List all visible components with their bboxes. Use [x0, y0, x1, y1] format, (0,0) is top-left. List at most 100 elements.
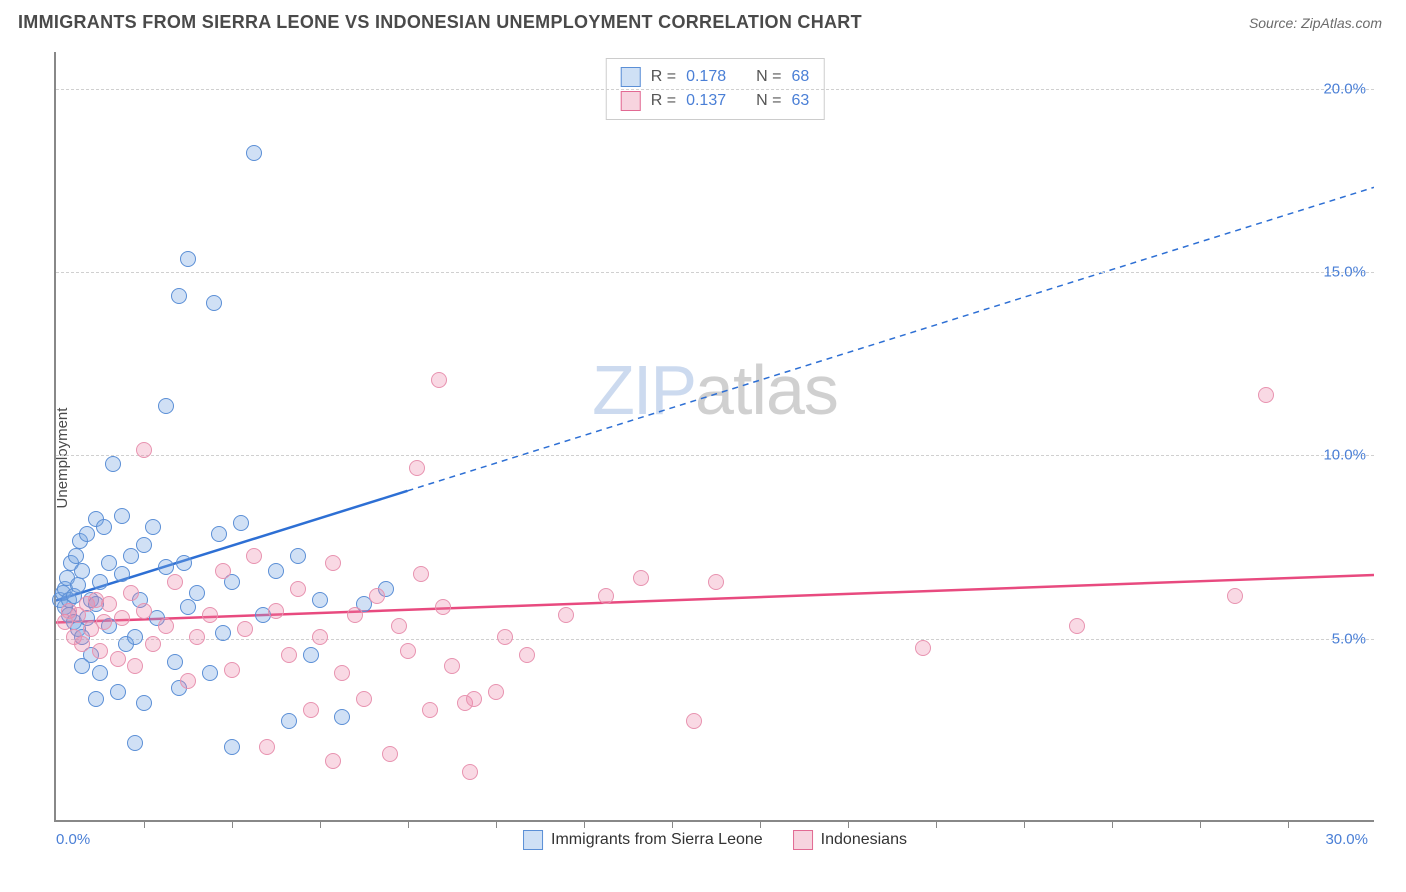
x-tick [584, 820, 585, 828]
data-point [79, 526, 95, 542]
y-tick-label: 20.0% [1323, 80, 1366, 97]
gridline [56, 89, 1374, 90]
x-tick [672, 820, 673, 828]
gridline [56, 639, 1374, 640]
data-point [422, 702, 438, 718]
chart-container: Unemployment ZIPatlas R =0.178N =68R =0.… [18, 48, 1388, 868]
data-point [167, 654, 183, 670]
x-tick-label: 30.0% [1325, 831, 1368, 848]
data-point [127, 658, 143, 674]
data-point [202, 665, 218, 681]
r-value: 0.178 [686, 68, 726, 86]
data-point [171, 288, 187, 304]
source-prefix: Source: [1249, 15, 1301, 31]
data-point [136, 603, 152, 619]
x-tick [496, 820, 497, 828]
y-tick-label: 10.0% [1323, 447, 1366, 464]
data-point [237, 621, 253, 637]
data-point [180, 673, 196, 689]
data-point [334, 709, 350, 725]
data-point [167, 574, 183, 590]
data-point [202, 607, 218, 623]
data-point [347, 607, 363, 623]
legend-swatch [793, 830, 813, 850]
data-point [74, 563, 90, 579]
data-point [488, 684, 504, 700]
data-point [246, 145, 262, 161]
data-point [68, 548, 84, 564]
data-point [400, 643, 416, 659]
data-point [145, 636, 161, 652]
data-point [558, 607, 574, 623]
data-point [176, 555, 192, 571]
data-point [158, 398, 174, 414]
data-point [409, 460, 425, 476]
n-label: N = [756, 92, 781, 110]
data-point [136, 442, 152, 458]
x-tick [1200, 820, 1201, 828]
data-point [369, 588, 385, 604]
data-point [158, 618, 174, 634]
data-point [246, 548, 262, 564]
gridline [56, 272, 1374, 273]
legend-swatch [523, 830, 543, 850]
data-point [334, 665, 350, 681]
data-point [123, 548, 139, 564]
x-tick-label: 0.0% [56, 831, 90, 848]
data-point [136, 537, 152, 553]
data-point [92, 665, 108, 681]
data-point [497, 629, 513, 645]
r-label: R = [651, 68, 676, 86]
data-point [74, 636, 90, 652]
data-point [268, 603, 284, 619]
data-point [633, 570, 649, 586]
data-point [224, 662, 240, 678]
data-point [303, 702, 319, 718]
data-point [686, 713, 702, 729]
data-point [413, 566, 429, 582]
data-point [382, 746, 398, 762]
data-point [325, 753, 341, 769]
series-legend-item: Indonesians [793, 830, 907, 850]
data-point [466, 691, 482, 707]
data-point [708, 574, 724, 590]
data-point [281, 647, 297, 663]
series-legend-item: Immigrants from Sierra Leone [523, 830, 763, 850]
x-tick [1288, 820, 1289, 828]
data-point [114, 610, 130, 626]
data-point [123, 585, 139, 601]
data-point [435, 599, 451, 615]
data-point [290, 548, 306, 564]
series-name: Immigrants from Sierra Leone [551, 831, 763, 849]
data-point [189, 629, 205, 645]
watermark: ZIPatlas [592, 350, 838, 430]
legend-swatch [621, 91, 641, 111]
data-point [303, 647, 319, 663]
legend-row: R =0.137N =63 [621, 89, 810, 113]
data-point [92, 574, 108, 590]
data-point [1227, 588, 1243, 604]
data-point [70, 577, 86, 593]
x-tick [936, 820, 937, 828]
data-point [312, 629, 328, 645]
data-point [519, 647, 535, 663]
data-point [233, 515, 249, 531]
data-point [281, 713, 297, 729]
data-point [206, 295, 222, 311]
watermark-atlas: atlas [695, 351, 838, 429]
data-point [211, 526, 227, 542]
data-point [110, 684, 126, 700]
data-point [268, 563, 284, 579]
x-tick [144, 820, 145, 828]
data-point [1069, 618, 1085, 634]
data-point [101, 596, 117, 612]
data-point [92, 643, 108, 659]
r-value: 0.137 [686, 92, 726, 110]
data-point [88, 691, 104, 707]
data-point [356, 691, 372, 707]
data-point [189, 585, 205, 601]
data-point [145, 519, 161, 535]
plot-area: ZIPatlas R =0.178N =68R =0.137N =63 Immi… [54, 52, 1374, 822]
data-point [127, 735, 143, 751]
data-point [325, 555, 341, 571]
